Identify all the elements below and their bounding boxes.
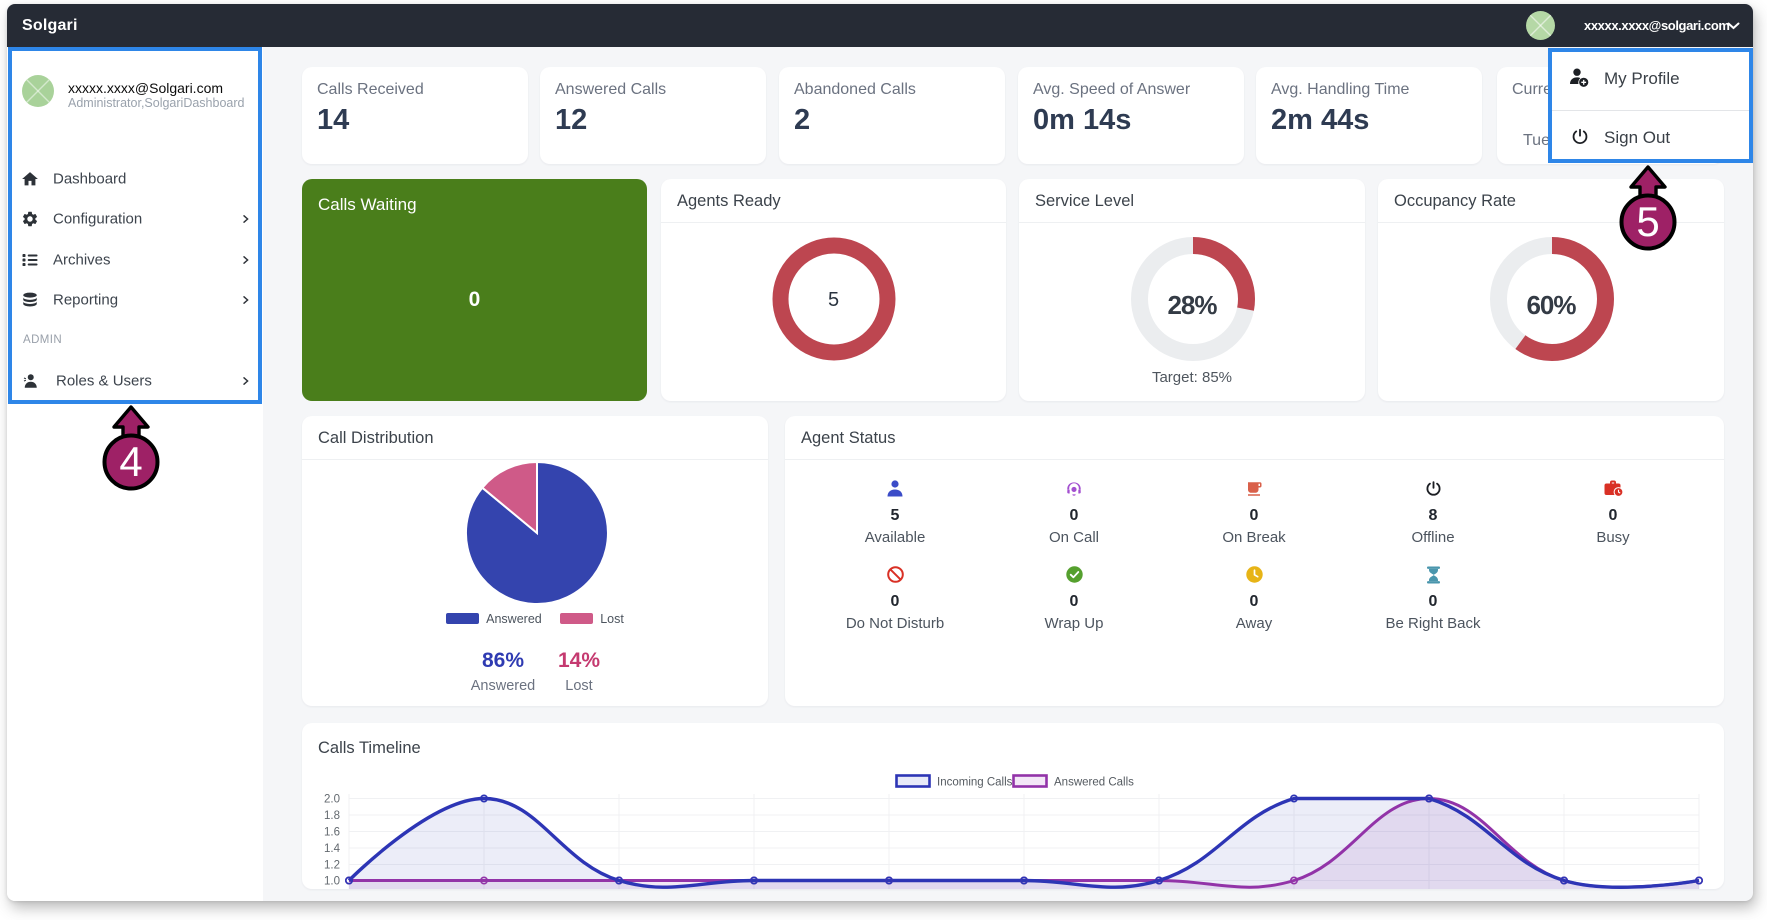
svg-text:1.8: 1.8 bbox=[324, 810, 340, 822]
svg-text:Answered Calls: Answered Calls bbox=[1054, 777, 1134, 789]
svg-text:1.4: 1.4 bbox=[324, 843, 341, 855]
svg-text:1.2: 1.2 bbox=[324, 860, 340, 872]
svg-text:5: 5 bbox=[1636, 198, 1659, 245]
svg-text:2.0: 2.0 bbox=[324, 794, 340, 806]
svg-text:1.6: 1.6 bbox=[324, 827, 340, 839]
svg-text:4: 4 bbox=[119, 438, 142, 485]
svg-text:1.0: 1.0 bbox=[324, 876, 340, 888]
svg-text:Incoming Calls: Incoming Calls bbox=[937, 777, 1013, 789]
